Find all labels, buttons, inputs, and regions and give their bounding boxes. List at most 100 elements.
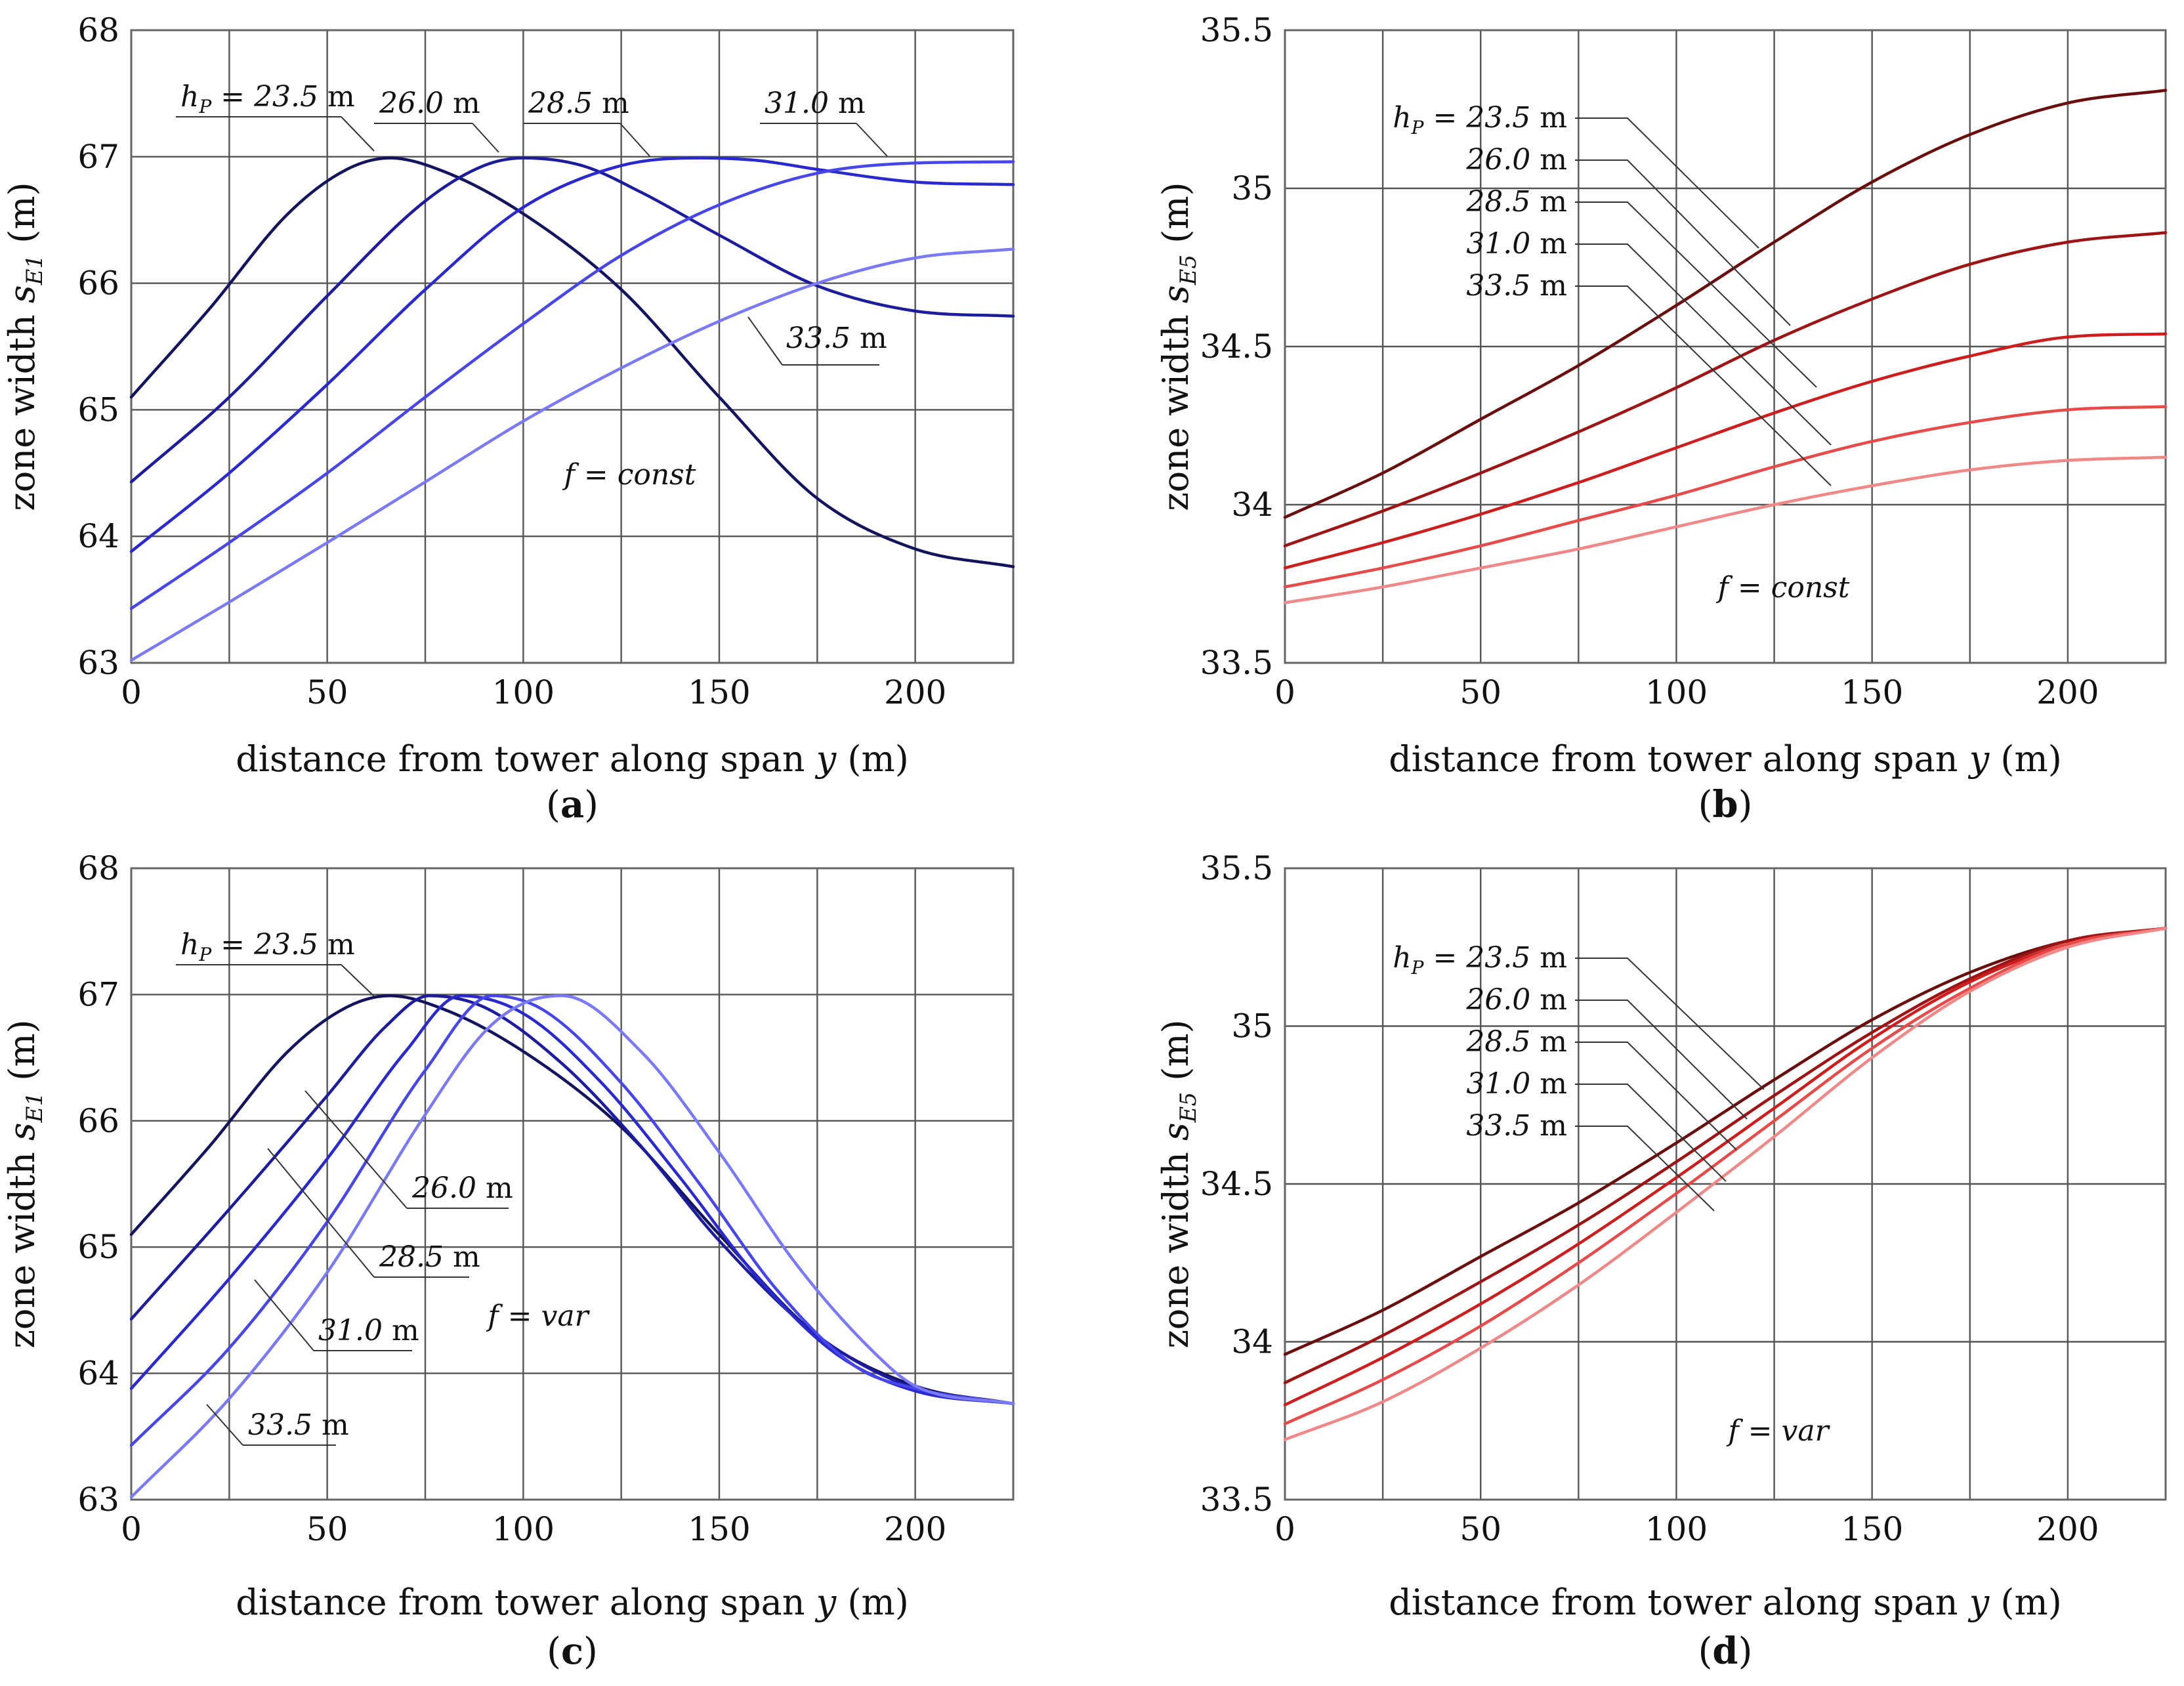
y-tick-label: 35 xyxy=(1231,169,1273,207)
series-label-unit: m xyxy=(1530,269,1567,303)
series-label-leader-4 xyxy=(1575,1126,1715,1212)
series-label-4: 33.5 m xyxy=(248,1408,349,1442)
series-label-number: 31.0 xyxy=(318,1314,383,1347)
series-group xyxy=(129,156,1015,662)
y-tick-label: 64 xyxy=(77,1355,119,1393)
x-tick-label: 150 xyxy=(688,1510,750,1548)
series-label-leader-4 xyxy=(1575,285,1832,486)
series-label-unit: m xyxy=(1530,143,1567,177)
x-tick-label: 100 xyxy=(492,1510,555,1548)
series-label-leader-3 xyxy=(254,1279,314,1351)
series-label-unit: m xyxy=(1530,1025,1567,1059)
x-axis-label-text: distance from tower along span xyxy=(236,1582,816,1623)
y-tick-label: 34 xyxy=(1231,1323,1273,1361)
series-label-1: 26.0 m xyxy=(1465,983,1567,1017)
x-tick-label: 200 xyxy=(2036,673,2099,711)
x-tick-label: 0 xyxy=(1274,1510,1295,1548)
series-label-3: 31.0 m xyxy=(765,87,866,120)
series-label-leader-4 xyxy=(206,1404,243,1446)
series-line-0 xyxy=(129,994,1015,1406)
series-label-number: 26.0 xyxy=(1465,983,1530,1017)
series-label-number: 33.5 xyxy=(1466,1109,1530,1143)
series-label-unit: m xyxy=(1530,185,1567,219)
series-label-2: 28.5 m xyxy=(379,1240,480,1274)
series-label-number: 28.5 xyxy=(379,1240,444,1274)
series-line-3 xyxy=(1283,927,2168,1425)
annotation-value: var xyxy=(1782,1414,1831,1448)
series-label-unit: m xyxy=(1530,1067,1567,1101)
series-label-2: 28.5 m xyxy=(528,87,629,120)
series-label-var: h xyxy=(180,928,199,961)
x-axis-label-var: y xyxy=(1968,1582,1990,1623)
series-label-unit: m xyxy=(318,80,355,114)
y-tick-label: 66 xyxy=(77,264,119,303)
series-line-2 xyxy=(129,156,1015,553)
chart-panel-b: 0 50 100 150 200 33.5 34 34.5 35 35.5 distance fro… xyxy=(1155,11,2168,826)
y-axis-label-subscript: E5 xyxy=(1175,255,1202,285)
y-tick-label: 35.5 xyxy=(1200,849,1273,887)
series-label-leader-2 xyxy=(620,123,650,157)
y-tick-label: 67 xyxy=(77,975,119,1013)
series-line-0 xyxy=(1283,927,2168,1356)
y-axis-label: zone width sE5 (m) xyxy=(1155,182,1202,511)
plot-frame xyxy=(130,29,1015,664)
series-label-3: 31.0 m xyxy=(1466,1067,1567,1101)
series-label-1: 26.0 m xyxy=(411,1171,513,1205)
y-tick-label: 67 xyxy=(77,138,119,176)
x-tick-label: 150 xyxy=(1841,1510,1903,1548)
chart-panel-d: 0 50 100 150 200 33.5 34 34.5 35 35.5 distance fro… xyxy=(1155,849,2168,1673)
series-label-leader-1 xyxy=(304,1090,408,1209)
y-axis-label-subscript: E5 xyxy=(1175,1092,1202,1123)
y-axis-label-unit: (m) xyxy=(1,1019,43,1092)
series-label-var: h xyxy=(1393,941,1411,975)
series-label-leader-2 xyxy=(1575,201,1817,388)
series-labels: hP = 23.5 m26.0 m28.5 m31.0 m33.5 m xyxy=(1393,941,1765,1212)
x-tick-label: 50 xyxy=(306,673,348,711)
series-line-1 xyxy=(129,994,1015,1406)
panel-label-letter: d xyxy=(1712,1630,1738,1673)
series-label-unit: m xyxy=(476,1171,513,1205)
series-label-subscript: P xyxy=(1411,117,1425,138)
panel-label-paren: ) xyxy=(583,1630,598,1673)
x-tick-label: 100 xyxy=(1645,1510,1708,1548)
series-label-unit: m xyxy=(1530,983,1567,1017)
series-line-0 xyxy=(1283,89,2168,519)
series-label-number: 28.5 xyxy=(528,87,593,120)
series-label-var: h xyxy=(180,80,199,114)
x-axis-label-text: distance from tower along span xyxy=(236,738,816,780)
annotation-value: var xyxy=(541,1299,591,1333)
x-axis-label: distance from tower along span y (m) xyxy=(1389,1582,2062,1623)
panel-label-paren: ( xyxy=(546,784,560,826)
y-axis-label-unit: (m) xyxy=(1,182,43,255)
gridlines xyxy=(131,867,1013,1501)
panel-label-paren: ( xyxy=(1698,1630,1713,1673)
x-axis-label: distance from tower along span y (m) xyxy=(1389,738,2062,780)
series-line-4 xyxy=(129,247,1015,662)
y-axis-label-var: s xyxy=(1155,1122,1196,1141)
annotation-value: const xyxy=(1771,571,1850,604)
x-tick-label: 0 xyxy=(1274,673,1295,711)
series-label-1: 26.0 m xyxy=(1465,143,1567,177)
y-axis-label: zone width sE1 (m) xyxy=(1,1019,48,1348)
y-tick-label: 66 xyxy=(77,1102,119,1140)
series-label-subscript: P xyxy=(1411,957,1425,979)
annotation-eq: = xyxy=(575,458,618,492)
panel-label-paren: ) xyxy=(584,784,598,826)
y-axis-label-text: zone width xyxy=(1155,303,1196,511)
series-label-leader-3 xyxy=(1575,1084,1727,1182)
series-label-leader-0 xyxy=(1575,958,1765,1090)
series-line-1 xyxy=(1283,231,2168,547)
annotation-eq: = xyxy=(499,1299,541,1333)
series-line-0 xyxy=(129,156,1015,568)
x-tick-label: 50 xyxy=(1460,673,1502,711)
series-label-leader-0 xyxy=(1575,117,1759,249)
y-tick-label: 65 xyxy=(77,390,119,429)
series-label-3: 31.0 m xyxy=(318,1314,419,1347)
y-tick-label: 35 xyxy=(1231,1007,1273,1045)
y-tick-label: 34.5 xyxy=(1200,327,1273,366)
series-label-unit: m xyxy=(318,928,355,961)
series-label-number: = 23.5 xyxy=(211,80,318,114)
series-label-leader-1 xyxy=(1575,1000,1748,1120)
y-axis-label: zone width sE1 (m) xyxy=(1,182,48,511)
